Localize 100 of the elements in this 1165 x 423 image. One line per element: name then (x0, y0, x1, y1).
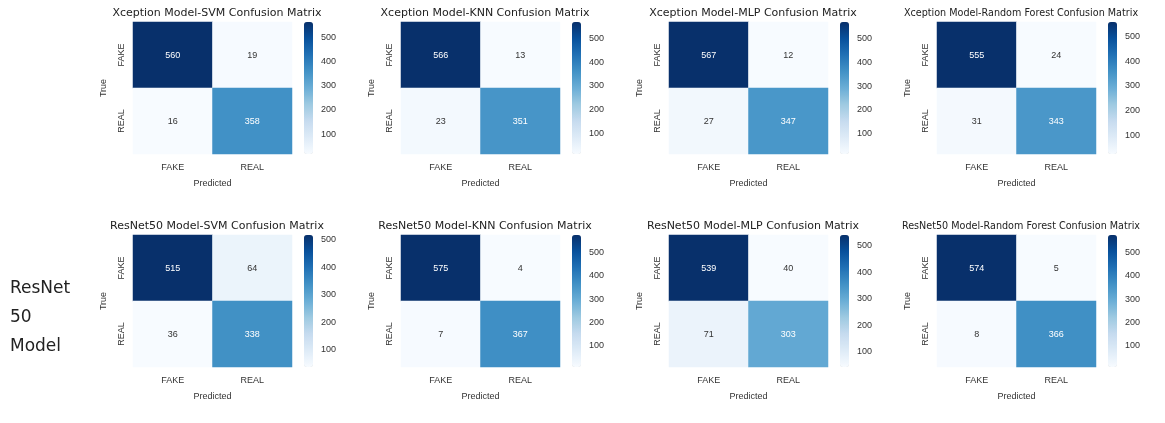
data-label: 555 (969, 50, 985, 60)
y-tick-label: FAKE (383, 43, 394, 67)
y-tick-label: REAL (651, 109, 662, 133)
data-label: 13 (515, 50, 526, 60)
x-tick-label: REAL (776, 374, 801, 385)
x-tick-label: FAKE (965, 374, 989, 385)
data-label: 367 (512, 329, 528, 339)
data-label: 7 (438, 329, 444, 339)
y-tick-label: REAL (651, 322, 662, 346)
color-bar-label: 500 (321, 31, 337, 42)
color-bar-label: 100 (589, 339, 605, 350)
data-label: 5 (1053, 263, 1059, 273)
color-bar-label: 100 (321, 344, 337, 355)
color-bar-label: 300 (857, 293, 873, 304)
x-tick-label: REAL (508, 161, 533, 172)
color-bar-label: 200 (1125, 105, 1141, 116)
x-tick-label: FAKE (697, 161, 721, 172)
color-bar-label: 100 (1125, 130, 1141, 141)
color-bar-label: 500 (857, 32, 873, 43)
data-label: 40 (783, 263, 794, 273)
color-bar-label: 200 (589, 104, 605, 115)
y-tick-label: FAKE (115, 256, 126, 280)
data-label: 515 (165, 263, 181, 273)
y-tick-label: FAKE (919, 256, 930, 280)
x-tick-label: REAL (508, 374, 533, 385)
data-label: 303 (780, 329, 796, 339)
x-tick-label: FAKE (161, 161, 185, 172)
x-axis-title: Predicted (461, 177, 500, 188)
y-tick-label: FAKE (115, 43, 126, 67)
y-axis-title: True (365, 291, 376, 311)
data-label: 575 (433, 263, 449, 273)
color-bar-label: 400 (857, 56, 873, 67)
color-bar-label: 400 (321, 55, 337, 66)
data-label: 566 (433, 50, 449, 60)
x-tick-label: REAL (1044, 374, 1069, 385)
x-axis-title: Predicted (193, 177, 232, 188)
color-bar-label: 200 (1125, 316, 1141, 327)
data-label: 574 (969, 263, 985, 273)
data-label: 4 (517, 263, 523, 273)
color-bar-label: 300 (857, 80, 873, 91)
x-tick-label: REAL (776, 161, 801, 172)
y-tick-label: FAKE (919, 43, 930, 67)
y-axis-title: True (633, 291, 644, 311)
chart-title: ResNet50 Model-Random Forest Confusion Matrix (901, 219, 1141, 231)
x-axis-title: Predicted (461, 390, 500, 401)
y-tick-label: REAL (383, 322, 394, 346)
y-axis-title: True (633, 78, 644, 98)
color-bar-label: 500 (857, 240, 873, 251)
y-tick-label: REAL (383, 109, 394, 133)
data-label: 343 (1048, 116, 1064, 126)
x-tick-label: FAKE (965, 161, 989, 172)
chart-title: Xception Model-KNN Confusion Matrix (380, 6, 590, 19)
color-bar-label: 500 (1125, 247, 1141, 258)
x-axis-title: Predicted (729, 177, 768, 188)
color-bar-label: 300 (321, 289, 337, 300)
data-label: 24 (1051, 50, 1062, 60)
data-label: 12 (783, 50, 794, 60)
color-bar-label: 200 (857, 319, 873, 330)
color-bar-label: 400 (857, 266, 873, 277)
x-tick-label: FAKE (697, 374, 721, 385)
color-bar-label: 400 (1125, 55, 1141, 66)
color-bar-label: 300 (1125, 80, 1141, 91)
chart-title: Xception Model-SVM Confusion Matrix (112, 6, 323, 19)
x-tick-label: REAL (240, 161, 265, 172)
x-tick-label: REAL (1044, 161, 1069, 172)
x-axis-title: Predicted (997, 390, 1036, 401)
data-label: 23 (435, 116, 446, 126)
color-bar-label: 200 (321, 104, 337, 115)
color-bar-label: 100 (321, 128, 337, 139)
color-bar-label: 400 (589, 56, 605, 67)
color-bar-label: 200 (321, 316, 337, 327)
data-label: 31 (971, 116, 982, 126)
data-label: 539 (701, 263, 717, 273)
y-axis-title: True (901, 78, 912, 98)
y-tick-label: REAL (919, 109, 930, 133)
color-bar-label: 400 (321, 261, 337, 272)
y-tick-label: REAL (919, 322, 930, 346)
data-label: 567 (701, 50, 717, 60)
color-bar-label: 500 (321, 234, 337, 245)
data-label: 8 (974, 329, 980, 339)
data-label: 36 (167, 329, 178, 339)
color-bar-label: 500 (589, 32, 605, 43)
color-bar-label: 200 (589, 316, 605, 327)
data-label: 366 (1048, 329, 1064, 339)
data-label: 19 (247, 50, 258, 60)
x-tick-label: FAKE (429, 161, 453, 172)
y-axis-title: True (365, 78, 376, 98)
chart-title: Xception Model-MLP Confusion Matrix (649, 6, 858, 19)
text: ResNet 50 Model (10, 276, 72, 357)
y-tick-label: REAL (115, 322, 126, 346)
data-label: 351 (512, 116, 528, 126)
color-bar-label: 300 (589, 293, 605, 304)
data-label: 64 (247, 263, 258, 273)
data-label: 347 (780, 116, 796, 126)
x-axis-title: Predicted (193, 390, 232, 401)
data-label: 27 (703, 116, 714, 126)
color-bar-label: 100 (857, 128, 873, 139)
chart-title: ResNet50 Model-MLP Confusion Matrix (646, 219, 860, 232)
color-bar-label: 100 (589, 128, 605, 139)
y-tick-label: FAKE (651, 256, 662, 280)
